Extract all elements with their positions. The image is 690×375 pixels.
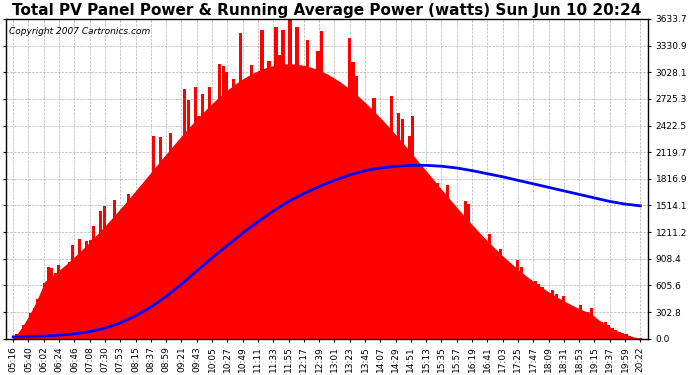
Title: Total PV Panel Power & Running Average Power (watts) Sun Jun 10 20:24: Total PV Panel Power & Running Average P… xyxy=(12,3,642,18)
Text: Copyright 2007 Cartronics.com: Copyright 2007 Cartronics.com xyxy=(9,27,150,36)
